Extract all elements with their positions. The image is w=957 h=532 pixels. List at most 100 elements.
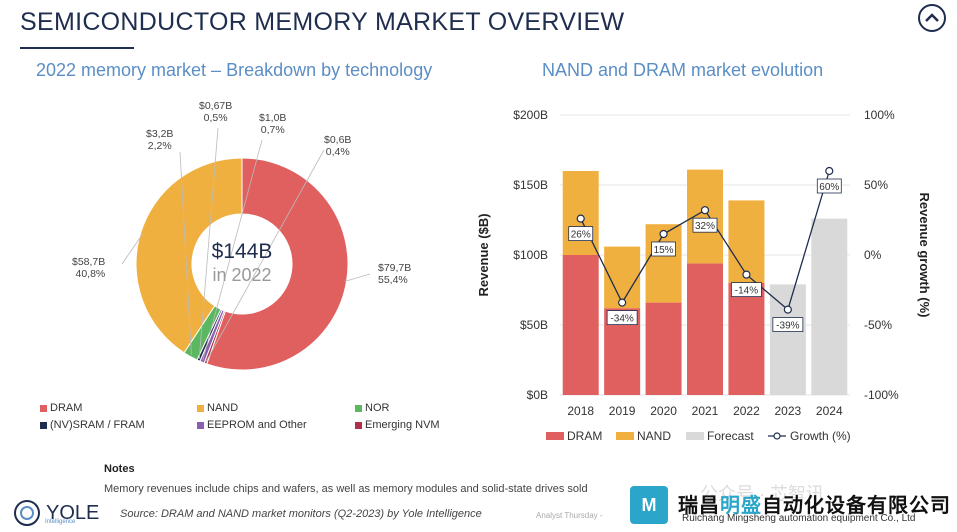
y-right-tick-label: 100% — [864, 108, 895, 122]
watermark-cn-part2: 明盛 — [720, 495, 762, 517]
legend-nvsram: (NV)SRAM / FRAM — [40, 419, 145, 431]
legend-swatch-nvsram — [40, 421, 47, 429]
bar-dram-2021 — [687, 263, 723, 395]
leader-line-eeprom — [202, 139, 263, 361]
donut-center-subtitle: in 2022 — [212, 265, 272, 285]
legend-nor: NOR — [355, 402, 389, 414]
donut-slice-nand — [135, 157, 243, 354]
pie-label-nand-value: $58,7B — [72, 256, 106, 268]
leader-line-dram — [344, 273, 371, 282]
page-title: SEMICONDUCTOR MEMORY MARKET OVERVIEW — [20, 8, 625, 36]
y-left-tick-label: $150B — [513, 178, 548, 192]
pie-label-eeprom: $1,0B 0,7% — [259, 112, 286, 136]
growth-label-2024: 60% — [819, 182, 839, 193]
bar-nand-2021 — [687, 169, 723, 264]
bar-dram-2020 — [645, 302, 682, 395]
y-right-tick-label: 50% — [864, 178, 888, 192]
growth-label-box-2022 — [731, 282, 762, 298]
x-tick-label-2019: 2019 — [609, 404, 636, 418]
growth-point-2023 — [783, 305, 792, 314]
yole-logo-text: YOLE — [46, 502, 100, 524]
growth-label-2020: 15% — [654, 245, 674, 256]
bar-nand-2022 — [728, 200, 765, 283]
footer-text: Analyst Thursday - — [536, 511, 603, 520]
scroll-up-button[interactable] — [918, 4, 946, 32]
bar-legend-label-dram: DRAM — [567, 429, 602, 443]
x-tick-label-2024: 2024 — [816, 404, 843, 418]
pie-label-nand: $58,7B 40,8% — [72, 256, 105, 280]
legend-label-eeprom: EEPROM and Other — [207, 419, 307, 431]
pie-label-nvsram: $0,67B 0,5% — [199, 100, 232, 124]
growth-point-2019 — [618, 298, 627, 307]
y-left-tick-label: $100B — [513, 248, 548, 262]
legend-eeprom: EEPROM and Other — [197, 419, 307, 431]
pie-chart-title: 2022 memory market – Breakdown by techno… — [36, 60, 433, 80]
leader-line-nvsram — [198, 127, 219, 359]
legend-dram: DRAM — [40, 402, 82, 414]
bar-forecast-2023 — [769, 284, 806, 395]
watermark-cn-part1: 瑞昌 — [678, 495, 720, 517]
bar-legend-label-forecast: Forecast — [707, 429, 754, 443]
bar-legend-swatch-forecast — [686, 432, 704, 440]
pie-label-nor-value: $3,2B — [146, 128, 174, 140]
notes-text: Memory revenues include chips and wafers… — [104, 483, 588, 495]
legend-nand: NAND — [197, 402, 238, 414]
y-left-tick-label: $50B — [520, 318, 548, 332]
source-text: Source: DRAM and NAND market monitors (Q… — [120, 508, 482, 520]
bar-nand-2018 — [562, 171, 599, 255]
growth-label-box-2024 — [816, 178, 842, 194]
pie-label-dram: $79,7B 55,4% — [378, 262, 411, 286]
leader-line-emerging — [205, 149, 325, 362]
growth-point-2018 — [576, 214, 585, 223]
legend-swatch-nand — [197, 404, 204, 412]
watermark-logo-icon: M — [630, 486, 668, 524]
watermark-ghost-text: 公众号 · 芯智讯 — [700, 484, 824, 504]
bar-chart-title: NAND and DRAM market evolution — [542, 60, 824, 80]
y-right-tick-label: -50% — [864, 318, 892, 332]
growth-label-2023: -39% — [776, 321, 799, 332]
y-left-tick-label: $0B — [527, 388, 548, 402]
x-tick-label-2018: 2018 — [567, 404, 594, 418]
pie-label-nvsram-pct: 0,5% — [203, 112, 228, 124]
growth-label-box-2018 — [568, 226, 594, 241]
title-underline — [20, 47, 134, 49]
growth-point-2024 — [825, 166, 834, 176]
watermark-company-en: Ruichang Mingsheng automation equipment … — [682, 513, 916, 524]
leader-line-nand — [121, 234, 143, 265]
bar-legend-label-nand: NAND — [637, 429, 671, 443]
legend-label-emerging: Emerging NVM — [365, 419, 440, 431]
pie-label-nor: $3,2B 2,2% — [146, 128, 173, 152]
growth-label-2022: -14% — [735, 286, 758, 297]
legend-label-nand: NAND — [207, 402, 239, 414]
yole-logo: YOLE — [12, 498, 99, 528]
growth-label-box-2023 — [772, 317, 804, 333]
bar-line-chart: $0B $50B $100B $150B $200B -100% -50% 0% 50% 100%… — [476, 108, 932, 443]
legend-swatch-nor — [355, 404, 362, 412]
y-left-axis-title: Revenue ($B) — [476, 213, 491, 296]
x-tick-label-2023: 2023 — [775, 404, 802, 418]
bar-dram-2018 — [562, 255, 599, 395]
y-right-tick-label: -100% — [864, 388, 899, 402]
growth-point-2020 — [659, 229, 668, 239]
x-tick-label-2020: 2020 — [650, 404, 677, 418]
growth-label-2019: -34% — [610, 314, 633, 325]
y-right-axis-title: Revenue growth (%) — [917, 193, 932, 318]
watermark-cn-part3: 自动化设备有限公司 — [762, 495, 951, 517]
bar-dram-2022 — [728, 283, 765, 395]
legend-label-nvsram: (NV)SRAM / FRAM — [50, 419, 145, 431]
legend-swatch-emerging — [355, 421, 362, 429]
legend-swatch-dram — [40, 404, 47, 412]
pie-label-emerging: $0,6B 0,4% — [324, 134, 351, 158]
legend-emerging: Emerging NVM — [355, 419, 440, 431]
pie-label-dram-pct: 55,4% — [378, 274, 408, 286]
notes-title: Notes — [104, 463, 135, 475]
watermark-company-cn: 瑞昌明盛自动化设备有限公司 — [678, 489, 951, 518]
bar-legend-swatch-dram — [546, 432, 564, 440]
growth-label-box-2021 — [692, 217, 718, 233]
pie-label-emerging-pct: 0,4% — [325, 146, 350, 158]
chevron-up-icon — [925, 13, 939, 22]
yole-logo-icon — [14, 500, 40, 526]
growth-point-2021 — [700, 206, 710, 215]
leader-line-nor — [179, 151, 192, 355]
